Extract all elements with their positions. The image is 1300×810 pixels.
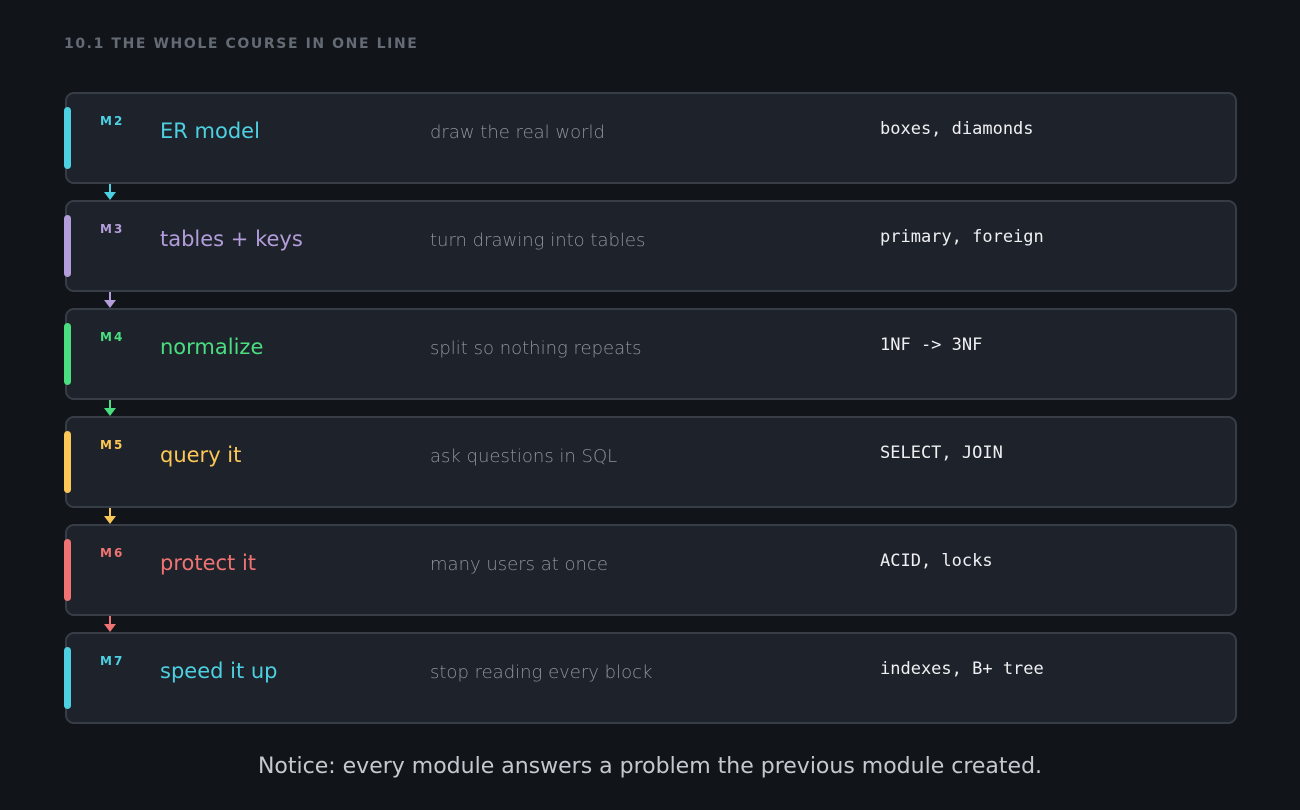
module-description: many users at once (430, 554, 608, 575)
module-keywords: ACID, locks (880, 551, 993, 571)
module-title: ER model (160, 119, 260, 143)
module-title: query it (160, 443, 242, 467)
module-title: protect it (160, 551, 257, 575)
module-title: speed it up (160, 659, 278, 683)
accent-bar (64, 215, 71, 277)
accent-bar (64, 647, 71, 709)
module-title: tables + keys (160, 227, 303, 251)
module-card (65, 92, 1237, 184)
module-card (65, 632, 1237, 724)
arrow-head (104, 624, 116, 632)
module-keywords: indexes, B+ tree (880, 659, 1044, 679)
accent-bar (64, 431, 71, 493)
section-title: 10.1 THE WHOLE COURSE IN ONE LINE (64, 36, 419, 52)
module-tag: M4 (100, 330, 125, 344)
accent-bar (64, 323, 71, 385)
module-tag: M5 (100, 438, 125, 452)
module-keywords: SELECT, JOIN (880, 443, 1003, 463)
module-description: draw the real world (430, 122, 605, 143)
module-card (65, 524, 1237, 616)
module-card (65, 200, 1237, 292)
module-description: ask questions in SQL (430, 446, 618, 467)
module-tag: M2 (100, 114, 125, 128)
arrow-head (104, 300, 116, 308)
module-card (65, 308, 1237, 400)
module-description: split so nothing repeats (430, 338, 642, 359)
module-card (65, 416, 1237, 508)
module-tag: M7 (100, 654, 125, 668)
arrow-head (104, 516, 116, 524)
footer-note: Notice: every module answers a problem t… (257, 754, 1043, 779)
module-description: turn drawing into tables (430, 230, 646, 251)
accent-bar (64, 107, 71, 169)
module-title: normalize (160, 335, 264, 359)
module-tag: M6 (100, 546, 125, 560)
accent-bar (64, 539, 71, 601)
module-description: stop reading every block (430, 662, 653, 683)
arrow-head (104, 192, 116, 200)
module-keywords: boxes, diamonds (880, 119, 1034, 139)
module-tag: M3 (100, 222, 125, 236)
module-keywords: 1NF -> 3NF (880, 335, 983, 355)
arrow-head (104, 408, 116, 416)
module-keywords: primary, foreign (880, 227, 1044, 247)
